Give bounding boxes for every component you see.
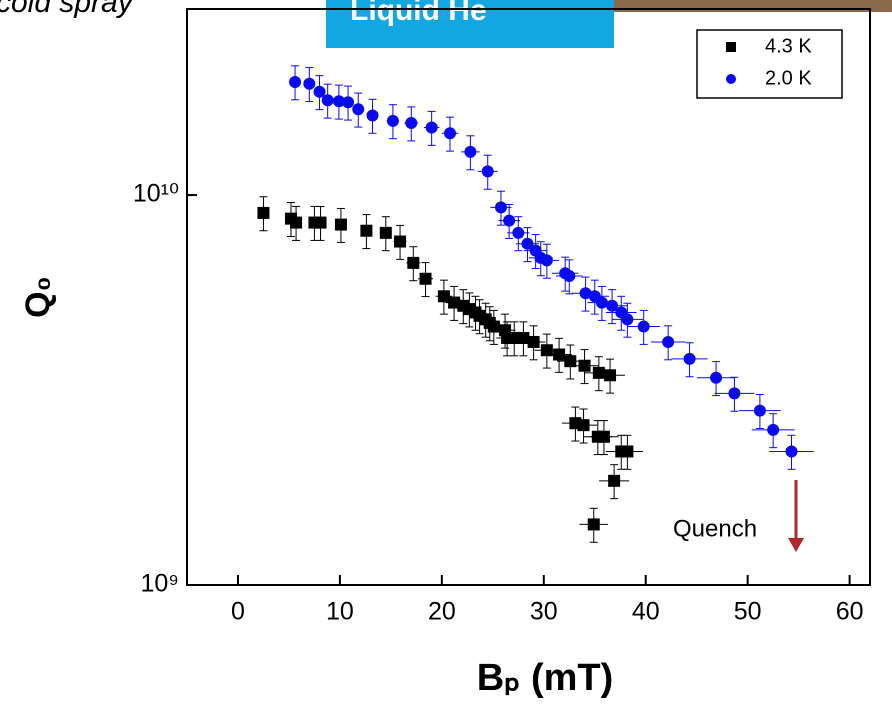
point	[321, 94, 334, 107]
point	[683, 352, 696, 365]
point	[405, 117, 418, 130]
point	[332, 95, 345, 108]
point	[379, 226, 392, 239]
point	[303, 77, 316, 90]
legend-label: 4.3 K	[765, 35, 812, 57]
x-axis-label: Bₚ (mT)	[477, 657, 614, 699]
point	[604, 369, 617, 382]
point	[608, 474, 621, 487]
point	[334, 218, 347, 231]
x-tick-label: 0	[231, 598, 245, 626]
point	[540, 254, 553, 267]
point	[527, 335, 540, 348]
point	[313, 85, 326, 98]
badge-text: Liquid He	[350, 0, 487, 27]
x-tick-label: 60	[836, 598, 864, 626]
point	[564, 355, 577, 368]
point	[419, 272, 432, 285]
point	[464, 145, 477, 158]
point	[425, 121, 438, 134]
plot-frame	[186, 8, 871, 586]
point	[289, 75, 302, 88]
point	[487, 320, 500, 333]
legend-box	[696, 29, 843, 99]
point	[366, 109, 379, 122]
legend-marker	[726, 74, 736, 84]
x-tick-label: 50	[734, 598, 762, 626]
point	[578, 359, 591, 372]
point	[512, 226, 525, 239]
y-axis-label: Q₀	[19, 276, 57, 318]
point	[637, 320, 650, 333]
point	[503, 214, 516, 227]
point	[621, 313, 634, 326]
annotation: Quench	[673, 515, 757, 542]
point	[342, 96, 355, 109]
point	[257, 206, 270, 219]
point	[314, 216, 327, 229]
header-text: cold spray	[0, 0, 135, 19]
point	[290, 216, 303, 229]
point	[386, 114, 399, 127]
point	[540, 344, 553, 357]
x-tick-label: 30	[530, 598, 558, 626]
point	[767, 423, 780, 436]
x-tick-label: 10	[326, 598, 354, 626]
point	[360, 224, 373, 237]
point	[481, 165, 494, 178]
quench-arrowhead	[788, 538, 804, 552]
point	[662, 335, 675, 348]
point	[597, 430, 610, 443]
point	[728, 387, 741, 400]
point	[437, 290, 450, 303]
point	[587, 518, 600, 531]
point	[753, 404, 766, 417]
point	[407, 256, 420, 269]
point	[444, 127, 457, 140]
point	[710, 371, 723, 384]
photo-fragment	[612, 0, 892, 12]
point	[352, 103, 365, 116]
x-tick-label: 40	[632, 598, 660, 626]
y-tick-label: 10⁹	[140, 570, 179, 598]
x-tick-label: 20	[428, 598, 456, 626]
point	[577, 419, 590, 432]
legend-label: 2.0 K	[765, 67, 812, 89]
point	[563, 270, 576, 283]
point	[785, 445, 798, 458]
point	[394, 235, 407, 248]
point	[521, 237, 534, 250]
point	[595, 296, 608, 309]
point	[606, 299, 619, 312]
y-tick-label: 10¹⁰	[133, 180, 179, 208]
point	[621, 445, 634, 458]
legend-marker	[726, 42, 736, 52]
point	[553, 348, 566, 361]
point	[592, 366, 605, 379]
point	[517, 331, 530, 344]
point	[494, 201, 507, 214]
